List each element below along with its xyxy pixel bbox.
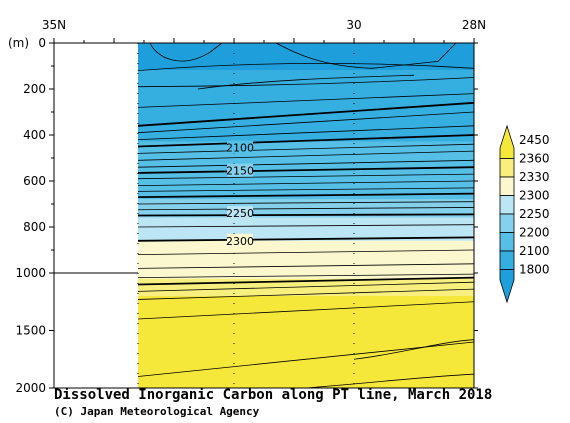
contour-line-14 [137,192,475,198]
axes: 35N 30 28N 0 200 400 600 800 1000 1500 2000 (m) [8,18,486,395]
contour-line-9 [137,159,475,168]
contour-surface-2 [197,74,415,90]
colorbar-segment-2 [499,176,515,196]
y-tick-label-600: 600 [23,174,46,188]
y-tick-label-200: 200 [23,82,46,96]
colorbar-label-2330: 2330 [519,170,550,184]
colorbar-segment-top [499,124,515,159]
colorbar-segment-bottom [499,269,515,304]
contour-line-26 [137,301,475,320]
contour-line-6 [137,134,475,148]
chart-title: Dissolved Inorganic Carbon along PT line… [54,387,493,403]
contour-line-15 [137,201,475,205]
colorbar-label-2250: 2250 [519,207,550,221]
y-tick-label-1000: 1000 [15,266,46,280]
x-tick-label-35: 35N [42,18,66,32]
contour-line-4 [137,111,475,134]
color-band-4 [138,217,474,241]
y-tick-label-800: 800 [23,220,46,234]
contour-line-21 [137,263,475,269]
colorbar-label-2300: 2300 [519,189,550,203]
contour-line-10 [137,166,475,174]
contour-line-7 [137,143,475,154]
colorbar-label-2450: 2450 [519,133,550,147]
contour-label-2150: 2150 [226,165,254,178]
y-tick-label-0: 0 [38,36,46,50]
contour-line-13 [137,187,475,192]
contour-line-8 [137,150,475,161]
contour-surface-1 [275,42,457,69]
y-tick-label-1500: 1500 [15,324,46,338]
contour-label-2100: 2100 [226,142,254,155]
contour-label-bg-0 [227,140,253,154]
colorbar-segment-6 [499,250,515,270]
contour-line-23 [137,276,475,286]
contour-deep-1 [305,373,475,389]
contour-label-bg-2 [227,206,253,220]
color-band-7 [138,296,474,388]
colorbar-segment-5 [499,232,515,252]
contour-line-22 [137,273,475,278]
contour-line-5 [137,125,475,140]
contour-labels: 2100 2150 2250 2300 [226,140,254,248]
chart-credit: (C) Japan Meteorological Agency [54,405,260,418]
contour-line-1 [137,77,475,88]
colorbar-label-2100: 2100 [519,244,550,258]
contour-line-25 [137,288,475,300]
contour-line-16 [137,207,475,211]
contour-line-19 [137,236,475,242]
contour-line-27 [137,341,475,377]
contour-line-18 [137,224,475,228]
contour-deep-0 [353,339,475,360]
plot-area [54,43,474,388]
contour-surface-0 [149,42,223,62]
contour-line-0 [137,63,475,71]
y-tick-label-400: 400 [23,128,46,142]
y-tick-label-2000: 2000 [15,381,46,395]
contour-label-bg-3 [227,233,253,247]
contour-label-2250: 2250 [226,207,254,220]
contour-line-11 [137,173,475,180]
x-tick-label-28: 28N [462,18,486,32]
contour-label-bg-1 [227,163,253,177]
contour-line-12 [137,180,475,186]
contour-line-17 [137,213,475,217]
y-unit-label: (m) [8,36,29,50]
contour-label-2300: 2300 [226,235,254,248]
contour-lines [137,42,475,389]
contour-line-3 [137,101,475,127]
colorbar: 2450 2360 2330 2300 2250 2200 2100 1800 [499,124,550,304]
x-tick-label-30: 30 [346,18,361,32]
contour-line-20 [137,249,475,255]
color-band-5 [138,240,474,279]
colorbar-label-1800: 1800 [519,263,550,277]
contour-line-24 [137,281,475,292]
contour-line-2 [137,93,475,108]
colorbar-segment-1 [499,158,515,178]
colorbar-segment-3 [499,195,515,215]
colorbar-label-2200: 2200 [519,226,550,240]
colorbar-segment-4 [499,213,515,233]
colorbar-label-2360: 2360 [519,152,550,166]
